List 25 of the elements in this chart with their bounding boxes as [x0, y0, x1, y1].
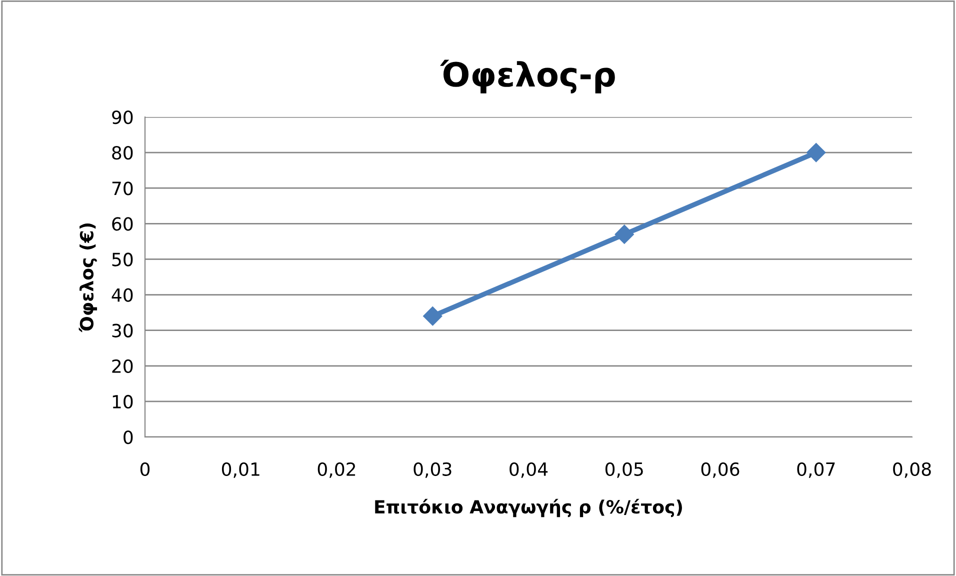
x-tick-label: 0,04 [510, 462, 548, 478]
y-tick-label: 40 [112, 288, 133, 302]
point [614, 224, 634, 244]
y-tick-label: 80 [112, 146, 133, 160]
y-tick-label: 90 [112, 110, 133, 124]
y-tick-label: 0 [124, 430, 133, 444]
x-tick-label: 0,05 [605, 462, 643, 478]
x-axis-title: Επιτόκιο Αναγωγής ρ (%/έτος) [375, 498, 682, 518]
y-axis-title: Όφελος (€) [78, 223, 98, 332]
x-tick-label: 0,03 [414, 462, 452, 478]
y-tick-label: 50 [112, 252, 133, 266]
point [423, 306, 442, 326]
point [806, 143, 826, 162]
y-tick-label: 30 [112, 324, 133, 338]
x-tick-label: 0,01 [222, 462, 260, 478]
y-tick-label: 10 [112, 394, 133, 409]
x-tick-label: 0 [140, 462, 150, 476]
y-tick-label: 60 [112, 217, 133, 231]
x-tick-label: 0,02 [318, 462, 356, 478]
x-tick-label: 0,07 [797, 462, 835, 478]
x-tick-label: 0,08 [893, 462, 931, 478]
x-tick-label: 0,06 [701, 462, 740, 478]
y-tick-label: 70 [112, 182, 133, 196]
y-tick-label: 20 [112, 359, 133, 374]
chart-title: Όφελος-ρ [440, 60, 615, 94]
